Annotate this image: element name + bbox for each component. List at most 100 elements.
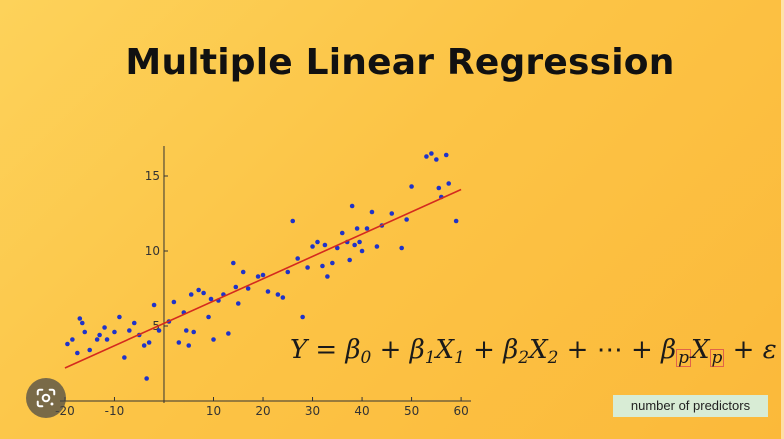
data-point xyxy=(359,248,365,254)
data-point xyxy=(357,239,362,245)
data-point xyxy=(186,343,192,348)
y-tick-label: 5 xyxy=(152,319,160,333)
data-point xyxy=(315,239,320,245)
y-tick-label: 15 xyxy=(145,169,160,183)
data-point xyxy=(352,242,357,248)
data-point xyxy=(330,260,335,266)
regression-equation: Y = β0 + β1X1 + β2X2 + ⋯ + β pX p + ε xyxy=(290,335,777,368)
predictors-note: number of predictors xyxy=(613,395,768,417)
y-tick-label: 10 xyxy=(145,244,160,258)
data-point xyxy=(146,340,152,345)
data-point xyxy=(305,265,310,270)
eq-coefficient: β xyxy=(345,335,361,365)
eq-plus: + xyxy=(622,335,662,365)
data-point xyxy=(196,287,201,293)
data-point xyxy=(65,341,70,347)
eq-variable: X xyxy=(691,335,710,365)
data-point xyxy=(87,347,93,353)
x-tick-label: -10 xyxy=(105,404,125,418)
eq-plus: + xyxy=(371,335,410,365)
data-point xyxy=(144,376,149,381)
data-point xyxy=(285,269,291,275)
eq-coefficient-subscript: 2 xyxy=(518,348,530,368)
data-point xyxy=(176,340,182,345)
data-point xyxy=(102,325,107,330)
data-point xyxy=(117,314,122,320)
data-point xyxy=(300,314,305,320)
data-point xyxy=(349,203,355,209)
data-point xyxy=(265,289,271,294)
data-point xyxy=(70,337,75,342)
data-point xyxy=(208,296,214,302)
data-point xyxy=(369,209,375,215)
eq-plus: + xyxy=(558,335,597,365)
data-point xyxy=(260,272,266,278)
eq-coefficient-subscript: 1 xyxy=(424,348,436,368)
data-point xyxy=(409,184,414,189)
eq-coefficient-subscript: 0 xyxy=(360,348,372,368)
x-tick-label: 60 xyxy=(453,404,468,418)
data-point xyxy=(429,151,434,156)
x-tick-label: 10 xyxy=(206,404,221,418)
eq-variable: X xyxy=(435,335,455,365)
data-point xyxy=(364,226,370,231)
regression-line xyxy=(64,188,462,369)
data-point xyxy=(112,329,117,335)
data-point xyxy=(191,329,196,335)
data-point xyxy=(255,274,261,279)
x-tick-label: 20 xyxy=(255,404,270,418)
data-point xyxy=(104,337,110,342)
data-point xyxy=(322,242,328,248)
data-point xyxy=(335,245,340,251)
x-tick-label: 30 xyxy=(305,404,320,418)
data-point xyxy=(156,328,162,333)
data-point xyxy=(404,217,409,222)
eq-variable-subscript: 1 xyxy=(454,348,465,368)
eq-plus: + xyxy=(464,335,504,365)
data-point xyxy=(295,256,300,261)
data-point xyxy=(131,320,137,326)
data-point xyxy=(183,328,189,333)
x-tick-label: 40 xyxy=(354,404,369,418)
data-point xyxy=(151,302,157,308)
data-point xyxy=(325,274,330,279)
page-title: Multiple Linear Regression xyxy=(125,42,675,83)
data-point xyxy=(94,337,100,342)
eq-variable: X xyxy=(529,335,548,365)
data-point xyxy=(374,244,380,249)
data-point xyxy=(347,257,352,263)
data-point xyxy=(171,299,177,305)
data-point xyxy=(446,181,452,186)
data-point xyxy=(280,295,286,300)
data-point xyxy=(443,152,449,158)
eq-ellipsis: ⋯ xyxy=(596,335,623,365)
eq-coefficient-subscript: p xyxy=(676,348,691,368)
eq-equals: = xyxy=(307,335,346,365)
x-tick-label: 50 xyxy=(404,404,419,418)
data-point xyxy=(240,269,246,275)
data-point xyxy=(235,301,241,306)
eq-coefficient: β xyxy=(661,335,677,365)
eq-variable-subscript: 2 xyxy=(547,348,559,368)
data-point xyxy=(77,316,83,321)
data-point xyxy=(389,211,395,216)
data-point xyxy=(399,245,404,251)
eq-response: Y xyxy=(290,335,308,365)
fit-line xyxy=(64,188,462,369)
data-point xyxy=(424,154,429,159)
data-point xyxy=(141,343,147,348)
data-point xyxy=(206,314,211,320)
google-lens-button[interactable] xyxy=(26,378,66,418)
data-point xyxy=(310,244,315,249)
data-point xyxy=(275,292,281,297)
data-point xyxy=(122,355,127,360)
data-point xyxy=(226,331,231,336)
data-point xyxy=(231,260,236,266)
data-point xyxy=(436,185,442,191)
data-point xyxy=(320,263,325,269)
data-points xyxy=(65,151,459,381)
data-point xyxy=(211,337,216,342)
data-point xyxy=(233,284,239,290)
data-point xyxy=(290,218,296,224)
